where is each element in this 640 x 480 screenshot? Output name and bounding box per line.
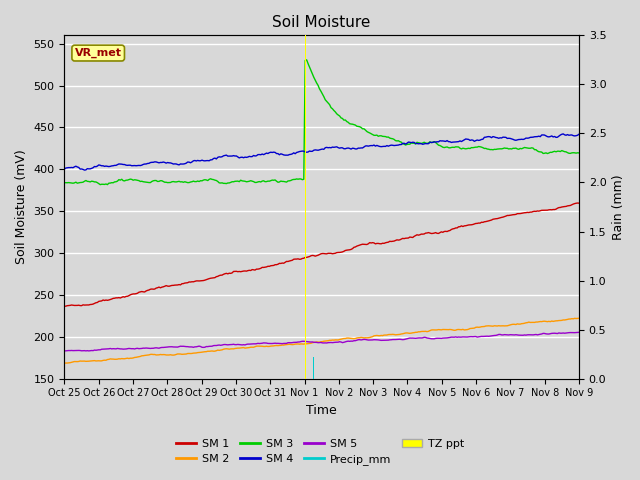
- SM 3: [303, 57, 310, 63]
- SM 1: [61, 303, 68, 309]
- SM 4: [125, 162, 132, 168]
- SM 4: [216, 154, 223, 160]
- SM 1: [231, 268, 239, 274]
- SM 5: [214, 342, 221, 348]
- SM 1: [575, 200, 583, 206]
- SM 5: [231, 342, 239, 348]
- Line: SM 5: SM 5: [65, 332, 579, 351]
- SM 3: [61, 180, 68, 186]
- SM 4: [559, 131, 567, 137]
- SM 4: [61, 166, 68, 172]
- Title: Soil Moisture: Soil Moisture: [273, 15, 371, 30]
- SM 1: [573, 200, 581, 206]
- SM 3: [216, 180, 223, 186]
- SM 3: [97, 182, 104, 188]
- Line: SM 3: SM 3: [65, 60, 579, 185]
- SM 5: [547, 331, 554, 336]
- Line: SM 4: SM 4: [65, 134, 579, 170]
- Y-axis label: Rain (mm): Rain (mm): [612, 174, 625, 240]
- SM 4: [575, 132, 583, 137]
- Line: SM 2: SM 2: [65, 318, 579, 363]
- SM 3: [549, 149, 557, 155]
- SM 5: [61, 348, 68, 354]
- SM 5: [240, 342, 248, 348]
- SM 2: [575, 315, 583, 321]
- Line: SM 1: SM 1: [65, 203, 579, 306]
- SM 5: [575, 329, 583, 335]
- SM 3: [232, 179, 240, 184]
- Text: VR_met: VR_met: [75, 48, 122, 58]
- SM 4: [81, 167, 88, 173]
- SM 2: [240, 345, 248, 350]
- SM 2: [231, 346, 239, 351]
- SM 4: [287, 152, 294, 157]
- SM 2: [214, 347, 221, 353]
- SM 3: [125, 177, 132, 182]
- SM 2: [547, 319, 554, 324]
- Legend: SM 1, SM 2, SM 3, SM 4, SM 5, Precip_mm, TZ ppt: SM 1, SM 2, SM 3, SM 4, SM 5, Precip_mm,…: [172, 434, 468, 469]
- X-axis label: Time: Time: [307, 404, 337, 417]
- SM 1: [214, 274, 221, 279]
- SM 2: [285, 341, 293, 347]
- SM 1: [240, 268, 248, 274]
- SM 1: [285, 258, 293, 264]
- SM 3: [241, 179, 249, 184]
- SM 1: [547, 207, 554, 213]
- SM 2: [61, 360, 68, 366]
- SM 3: [575, 150, 583, 156]
- Bar: [305, 36, 306, 379]
- SM 4: [241, 154, 249, 160]
- Y-axis label: Soil Moisture (mV): Soil Moisture (mV): [15, 150, 28, 264]
- SM 1: [124, 293, 131, 299]
- SM 2: [124, 355, 131, 361]
- SM 4: [548, 133, 556, 139]
- SM 4: [232, 153, 240, 159]
- SM 5: [285, 340, 293, 346]
- SM 3: [287, 178, 294, 183]
- SM 5: [124, 346, 131, 352]
